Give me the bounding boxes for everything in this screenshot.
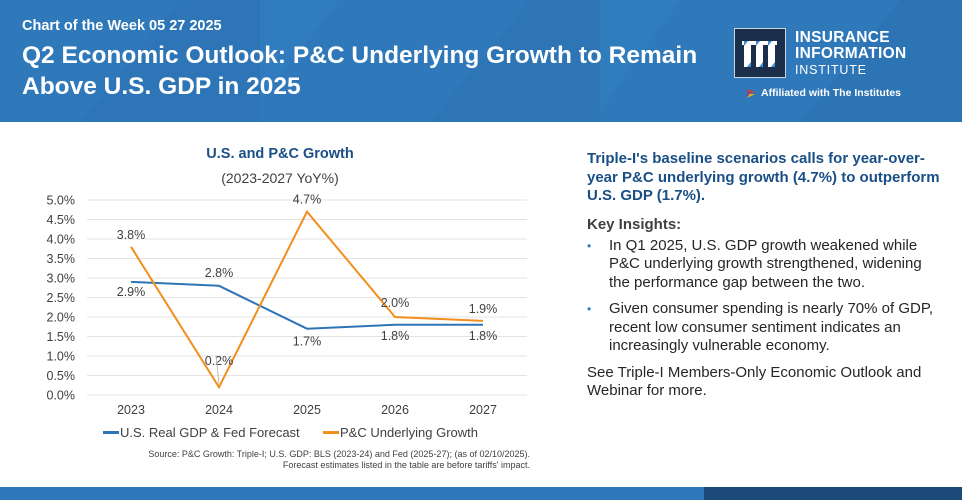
- y-tick-label: 1.5%: [47, 330, 76, 344]
- page-title: Q2 Economic Outlook: P&C Underlying Grow…: [22, 42, 698, 100]
- data-label: 0.2%: [205, 354, 234, 368]
- institutes-flag-icon: [747, 88, 755, 98]
- data-label: 1.8%: [469, 329, 498, 343]
- source-note: Source: P&C Growth: Triple-I; U.S. GDP: …: [148, 449, 530, 471]
- y-tick-label: 3.0%: [47, 272, 76, 286]
- insight-item: • Given consumer spending is nearly 70% …: [587, 300, 942, 356]
- insight-text: Given consumer spending is nearly 70% of…: [609, 300, 934, 354]
- key-insights-heading: Key Insights:: [587, 215, 682, 233]
- chart-of-the-week-label: Chart of the Week 05 27 2025: [22, 18, 222, 34]
- header-pattern: [80, 0, 962, 122]
- legend-item-gdp: U.S. Real GDP & Fed Forecast: [103, 425, 300, 440]
- data-label: 1.7%: [293, 335, 322, 349]
- y-tick-label: 3.5%: [47, 252, 76, 266]
- y-tick-label: 2.0%: [47, 311, 76, 325]
- legend-label-gdp: U.S. Real GDP & Fed Forecast: [120, 425, 300, 440]
- lead-statement: Triple-I's baseline scenarios calls for …: [587, 150, 940, 204]
- insights-list: • In Q1 2025, U.S. GDP growth weakened w…: [587, 237, 942, 356]
- legend-swatch-gdp: [103, 431, 119, 434]
- chart-title: U.S. and P&C Growth: [206, 146, 354, 162]
- insight-item: • In Q1 2025, U.S. GDP growth weakened w…: [587, 237, 942, 293]
- y-tick-label: 5.0%: [47, 194, 76, 208]
- bullet-icon: •: [587, 302, 592, 316]
- y-tick-label: 4.5%: [47, 213, 76, 227]
- closing-note: See Triple-I Members-Only Economic Outlo…: [587, 363, 922, 400]
- pc-series-line: [130, 209, 484, 390]
- y-tick-label: 0.5%: [47, 369, 76, 383]
- header-banner: Chart of the Week 05 27 2025 Q2 Economic…: [0, 0, 962, 122]
- gdp-series-line: [130, 280, 483, 330]
- logo-line-2: INFORMATION: [795, 45, 907, 62]
- data-label: 2.9%: [117, 285, 146, 299]
- y-tick-label: 1.0%: [47, 350, 76, 364]
- logo-wordmark: INSURANCE INFORMATION INSTITUTE: [795, 30, 907, 78]
- data-label: 1.8%: [381, 329, 410, 343]
- x-tick-label: 2023: [117, 403, 145, 417]
- data-label: 4.7%: [293, 193, 322, 207]
- source-line-2: Forecast estimates listed in the table a…: [282, 460, 530, 470]
- legend-item-pc: P&C Underlying Growth: [323, 425, 478, 440]
- x-tick-label: 2025: [293, 403, 321, 417]
- affiliation: Affiliated with The Institutes: [746, 87, 901, 99]
- logo-line-3: INSTITUTE: [795, 63, 867, 77]
- footer-bar-dark: [704, 487, 962, 500]
- x-tick-label: 2026: [381, 403, 409, 417]
- data-label: 1.9%: [469, 302, 498, 316]
- logo-line-1: INSURANCE: [795, 29, 890, 46]
- y-tick-label: 4.0%: [47, 233, 76, 247]
- data-label: 2.0%: [381, 296, 410, 310]
- footer-bar: [0, 487, 704, 500]
- iii-logo-icon[interactable]: [734, 28, 786, 78]
- y-tick-label: 2.5%: [47, 291, 76, 305]
- data-label: 3.8%: [117, 228, 146, 242]
- data-label: 2.8%: [205, 266, 234, 280]
- affiliation-text: Affiliated with The Institutes: [761, 87, 902, 99]
- insight-text: In Q1 2025, U.S. GDP growth weakened whi…: [609, 236, 922, 291]
- bullet-icon: •: [587, 238, 592, 253]
- label-leader-line: [215, 355, 220, 385]
- insights-panel: Triple-I's baseline scenarios calls for …: [587, 150, 942, 401]
- x-tick-label: 2024: [205, 403, 233, 417]
- source-line-1: Source: P&C Growth: Triple-I; U.S. GDP: …: [148, 449, 530, 459]
- x-tick-label: 2027: [469, 403, 497, 417]
- chart-subtitle: (2023-2027 YoY%): [221, 170, 339, 186]
- legend-swatch-pc: [323, 431, 339, 434]
- y-tick-label: 0.0%: [47, 389, 76, 403]
- legend-label-pc: P&C Underlying Growth: [340, 425, 478, 440]
